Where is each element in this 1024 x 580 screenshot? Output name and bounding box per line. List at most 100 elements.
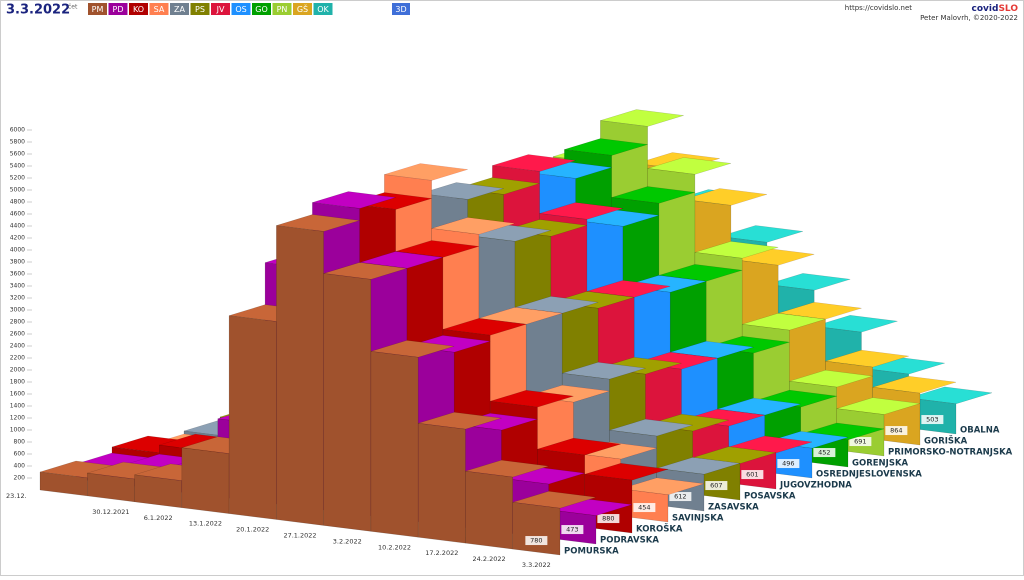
bar-top	[825, 349, 909, 368]
value-label: 503	[926, 416, 938, 424]
y-tick-label: 2600	[10, 331, 25, 338]
legend-button[interactable]	[149, 3, 169, 15]
value-label-box	[669, 492, 692, 502]
y-tick-label: 400	[14, 463, 26, 470]
legend-label[interactable]: ZA	[174, 5, 185, 14]
value-label: 452	[818, 449, 830, 457]
bar-top	[647, 157, 731, 175]
y-tick-label: 200	[14, 475, 26, 482]
y-tick-label: 1800	[10, 379, 25, 386]
bar	[276, 225, 324, 526]
value-label-box	[705, 481, 728, 491]
value-label-box	[525, 536, 548, 546]
legend-button[interactable]	[313, 3, 333, 15]
legend-button[interactable]	[170, 3, 189, 15]
x-tick-label: 20.1.2022	[236, 526, 269, 534]
value-label: 864	[890, 427, 902, 435]
legend-label[interactable]: OS	[235, 5, 246, 14]
bar-top	[465, 459, 549, 478]
x-tick-label: 3.2.2022	[333, 537, 362, 545]
bar	[512, 502, 561, 556]
bar-top	[539, 202, 623, 220]
region-label: OBALNA	[960, 426, 1000, 436]
y-tick-label: 3800	[10, 259, 25, 266]
region-label: ZASAVSKA	[708, 503, 759, 513]
legend-button[interactable]	[252, 3, 271, 15]
author: Peter Malovrh, ©2020-2022	[920, 14, 1018, 22]
legend-button[interactable]	[272, 3, 292, 15]
region-label: GORIŠKA	[924, 435, 968, 447]
y-tick-label: 2000	[10, 367, 25, 374]
y-tick-label: 5800	[10, 139, 25, 146]
y-tick-label: 5000	[10, 187, 25, 194]
y-tick-label: 1400	[10, 403, 25, 410]
legend-button[interactable]	[293, 3, 312, 15]
legend-button[interactable]	[88, 3, 107, 15]
bar	[181, 447, 230, 514]
bar-top	[683, 188, 767, 206]
value-label: 607	[710, 482, 722, 490]
y-tick-label: 4200	[10, 235, 25, 242]
region-label: SAVINJSKA	[672, 514, 724, 524]
y-tick-label: 3600	[10, 271, 25, 278]
bar	[417, 423, 466, 544]
bar	[465, 470, 513, 550]
value-label: 496	[782, 460, 794, 468]
value-label: 691	[854, 438, 866, 446]
x-tick-label: 10.2.2022	[378, 543, 411, 551]
view-button-label[interactable]: 3D	[395, 5, 406, 14]
legend-button[interactable]	[211, 3, 230, 15]
value-label-box	[561, 525, 584, 535]
y-tick-label: 4600	[10, 211, 25, 218]
legend-label[interactable]: PD	[113, 5, 124, 14]
value-label: 780	[530, 537, 542, 545]
bar-top	[323, 262, 407, 280]
value-label: 880	[602, 515, 614, 523]
legend-label[interactable]: GŠ	[297, 3, 308, 14]
legend-label[interactable]: SA	[154, 5, 165, 14]
legend-label[interactable]: PM	[92, 5, 104, 14]
legend-label[interactable]: PS	[195, 5, 205, 14]
bar-top	[719, 225, 803, 243]
y-tick-label: 2400	[10, 343, 25, 350]
y-tick-label: 1000	[10, 427, 25, 434]
bar-top	[442, 318, 527, 336]
chart-title: 3.3.2022	[6, 3, 70, 18]
legend-label[interactable]: GO	[255, 5, 268, 14]
value-label: 612	[674, 493, 686, 501]
y-tick-label: 3400	[10, 283, 25, 290]
value-label-box	[633, 503, 656, 513]
bar	[228, 315, 277, 520]
y-tick-label: 1200	[10, 415, 25, 422]
region-label: JUGOVZHODNA	[779, 481, 852, 491]
legend-button[interactable]	[108, 3, 128, 15]
weekday: čet	[68, 4, 78, 11]
region-label: PRIMORSKO-NOTRANJSKA	[888, 448, 1013, 458]
bar-top	[431, 217, 515, 235]
brand-b: SLO	[998, 4, 1018, 14]
legend-label[interactable]: JV	[216, 5, 225, 14]
y-tick-label: 5200	[10, 175, 25, 182]
y-tick-label: 1600	[10, 391, 25, 398]
y-tick-label: 600	[14, 451, 26, 458]
bar-top	[418, 412, 502, 430]
legend-label[interactable]: OK	[317, 5, 329, 14]
y-tick-label: 4800	[10, 199, 25, 206]
legend-label[interactable]: PN	[277, 5, 288, 14]
region-label: KOROŠKA	[636, 523, 683, 535]
bar-top	[789, 369, 873, 388]
region-label: PODRAVSKA	[600, 536, 659, 546]
legend-button[interactable]	[129, 3, 148, 15]
x-tick-label: 13.1.2022	[189, 520, 222, 528]
legend-label[interactable]: KO	[133, 5, 144, 14]
value-label-box	[885, 426, 908, 436]
legend-button[interactable]	[231, 3, 251, 15]
bar-top	[537, 437, 621, 456]
value-label-box	[777, 459, 800, 469]
value-label-box	[921, 415, 944, 425]
value-label: 454	[638, 504, 650, 512]
legend-button[interactable]	[190, 3, 210, 15]
y-tick-label: 5400	[10, 163, 25, 170]
view-button[interactable]	[392, 3, 410, 15]
value-label-box	[813, 448, 836, 458]
